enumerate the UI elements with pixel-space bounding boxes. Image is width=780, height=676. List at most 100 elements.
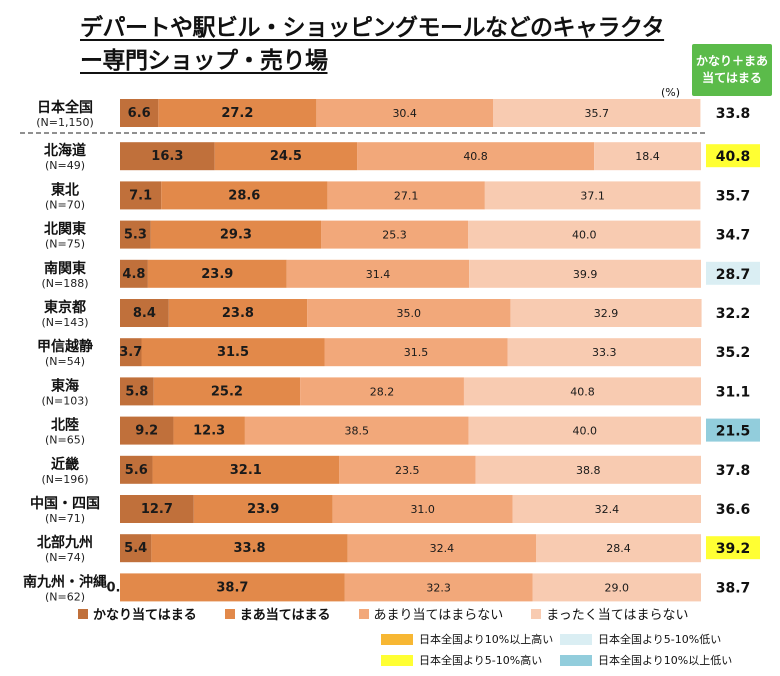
total-value: 36.6 <box>716 502 751 518</box>
note-label-low5: 日本全国より5-10%低い <box>598 633 722 646</box>
bar-segment <box>153 377 301 406</box>
note-label-high5: 日本全国より5-10%高い <box>419 654 543 667</box>
data-label: 4.8 <box>122 267 145 282</box>
category-label: 近畿 <box>51 456 79 473</box>
total-highlight <box>706 536 760 560</box>
bar-segment <box>594 142 701 171</box>
total-value: 31.1 <box>716 384 751 400</box>
sample-size-label: (N=49) <box>45 159 85 172</box>
bar-segment <box>469 259 701 288</box>
sample-size-label: (N=103) <box>41 394 88 407</box>
note-swatch-high5 <box>381 654 413 666</box>
legend-swatch-s1 <box>78 608 88 619</box>
bar-segment <box>327 181 485 210</box>
bar-segment <box>484 181 701 210</box>
bar-segment <box>347 534 536 563</box>
sample-size-label: (N=65) <box>45 434 85 447</box>
note-label-low10: 日本全国より10%以上低い <box>598 654 733 667</box>
data-label: 23.9 <box>201 267 233 282</box>
total-highlight <box>706 418 760 442</box>
data-label: 31.0 <box>410 503 435 516</box>
bar-segment <box>321 220 469 249</box>
data-label: 29.0 <box>605 581 630 594</box>
bar-segment <box>120 455 153 484</box>
bar-segment <box>244 416 469 445</box>
data-label: 32.9 <box>594 307 619 320</box>
note-label-high10: 日本全国より10%以上高い <box>419 633 554 646</box>
data-label: 24.5 <box>270 149 302 164</box>
bar-segment <box>120 338 142 367</box>
note-swatch-low10 <box>560 654 592 666</box>
data-label: 38.7 <box>216 580 248 595</box>
bar-segment <box>475 455 701 484</box>
note-legend-high10: 日本全国より10%以上高い <box>381 631 553 647</box>
data-label: 30.4 <box>392 107 417 120</box>
bar-segment <box>161 181 328 210</box>
bar-segment <box>168 299 308 327</box>
sample-size-label: (N=1,150) <box>36 116 94 129</box>
data-label: 23.5 <box>395 464 420 477</box>
bar-segment <box>120 299 169 327</box>
category-label: 日本全国 <box>37 99 93 116</box>
bar-segment <box>357 142 595 171</box>
data-label: 35.7 <box>584 107 609 120</box>
sample-size-label: (N=188) <box>41 277 88 290</box>
bar-segment <box>507 338 701 367</box>
bar-segment <box>120 377 154 406</box>
bar-segment <box>120 181 162 210</box>
data-label: 23.8 <box>222 306 254 321</box>
total-value: 37.8 <box>716 463 751 479</box>
data-label: 35.0 <box>397 307 422 320</box>
data-label: 31.5 <box>404 346 429 359</box>
data-label: 28.4 <box>606 542 631 555</box>
data-label: 32.4 <box>430 542 455 555</box>
data-label: 25.2 <box>211 384 243 399</box>
data-label: 31.4 <box>366 268 391 281</box>
data-label: 28.6 <box>228 188 260 203</box>
legend-label-s2: まあ当てはまる <box>239 608 331 623</box>
category-label: 東京都 <box>44 299 86 316</box>
legend-label-s4: まったく当てはまらない <box>546 608 689 623</box>
total-value: 35.2 <box>716 345 751 361</box>
data-label: 5.8 <box>125 384 148 399</box>
bar-segment <box>120 259 148 288</box>
bar-segment <box>152 455 340 484</box>
bar-segment <box>120 495 194 523</box>
category-label: 南九州・沖縄 <box>23 573 107 590</box>
chart-title: デパートや駅ビル・ショッピングモールなどのキャラクター専門ショップ・売り場 <box>80 15 665 74</box>
bar-segment <box>344 573 533 602</box>
data-label: 40.0 <box>573 425 598 438</box>
sample-size-label: (N=75) <box>45 238 85 251</box>
bar-segment <box>286 259 470 288</box>
category-label: 北部九州 <box>37 534 93 551</box>
data-label: 40.0 <box>572 229 597 242</box>
bar-segment <box>147 259 287 288</box>
bar-segment <box>120 416 174 445</box>
bar-segment <box>532 573 701 602</box>
bar-segment <box>339 455 476 484</box>
bar-segment <box>214 142 358 171</box>
bar-segment <box>463 377 701 406</box>
bar-segment <box>510 299 702 327</box>
total-value: 39.2 <box>716 541 751 557</box>
data-label: 39.9 <box>573 268 598 281</box>
bar-segment <box>307 299 511 327</box>
data-label: 16.3 <box>151 149 183 164</box>
data-label: 5.6 <box>125 463 148 478</box>
data-label: 27.1 <box>394 189 419 202</box>
bar-segment <box>300 377 464 406</box>
data-label: 5.3 <box>124 228 147 243</box>
note-swatch-low5 <box>560 633 592 645</box>
data-label: 33.8 <box>234 541 266 556</box>
sample-size-label: (N=143) <box>41 316 88 329</box>
legend-item-s1: かなり当てはまる <box>78 604 197 623</box>
note-legend-low10: 日本全国より10%以上低い <box>560 652 732 668</box>
category-label: 北関東 <box>44 221 86 238</box>
bar-segment <box>173 416 245 445</box>
data-label: 3.7 <box>119 345 142 360</box>
bar-segment <box>150 220 322 249</box>
total-value: 34.7 <box>716 228 751 244</box>
sample-size-label: (N=62) <box>45 590 85 603</box>
data-label: 6.6 <box>128 106 151 121</box>
